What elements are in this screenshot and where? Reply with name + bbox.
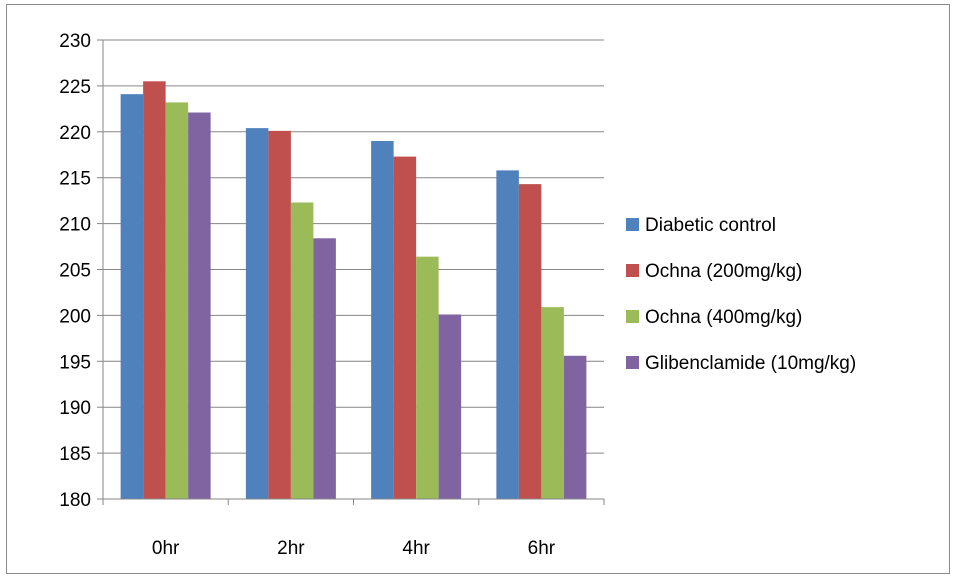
bar-ochna-400mg-kg-6hr bbox=[541, 307, 564, 499]
bar-diabetic-control-4hr bbox=[371, 140, 394, 500]
bar-glibenclamide-10mg-kg-4hr bbox=[438, 314, 462, 499]
bar-ochna-200mg-kg-4hr bbox=[393, 156, 417, 499]
bar-diabetic-control-6hr bbox=[496, 170, 519, 499]
legend-swatch bbox=[626, 356, 639, 369]
bar-glibenclamide-10mg-kg-6hr bbox=[563, 355, 587, 499]
y-tick-label: 210 bbox=[59, 215, 91, 236]
y-tick-label: 195 bbox=[59, 352, 91, 373]
bar-glibenclamide-10mg-kg-2hr bbox=[313, 238, 336, 499]
bar-ochna-400mg-kg-2hr bbox=[290, 202, 314, 499]
bar-ochna-200mg-kg-2hr bbox=[268, 130, 291, 499]
legend-label: Ochna (400mg/kg) bbox=[645, 307, 802, 328]
bar-ochna-400mg-kg-0hr bbox=[165, 102, 189, 499]
bar-ochna-400mg-kg-4hr bbox=[416, 256, 439, 499]
bar-ochna-200mg-kg-6hr bbox=[518, 184, 542, 499]
legend-label: Glibenclamide (10mg/kg) bbox=[645, 353, 856, 374]
legend-swatch bbox=[626, 310, 639, 323]
y-tick-label: 205 bbox=[59, 261, 91, 282]
y-tick-label: 225 bbox=[59, 77, 91, 98]
legend-swatch bbox=[626, 218, 639, 231]
bars bbox=[120, 81, 587, 500]
y-tick-label: 220 bbox=[59, 123, 91, 144]
bar-ochna-200mg-kg-0hr bbox=[143, 81, 166, 499]
legend-label: Ochna (200mg/kg) bbox=[645, 261, 802, 282]
y-tick-label: 180 bbox=[59, 490, 91, 511]
legend-label: Diabetic control bbox=[645, 215, 776, 236]
y-tick-label: 230 bbox=[59, 31, 91, 52]
x-tick-label: 6hr bbox=[528, 538, 556, 559]
axes: 180 185 190 195 200 205 210 215 220 225 230 0hr 2hr 4… bbox=[59, 31, 605, 559]
legend: Diabetic control Ochna (200mg/kg) Ochna (4… bbox=[626, 215, 856, 374]
bar-diabetic-control-0hr bbox=[120, 94, 144, 500]
y-tick-label: 200 bbox=[59, 306, 91, 327]
x-tick-label: 0hr bbox=[152, 538, 180, 559]
y-tick-label: 215 bbox=[59, 169, 91, 190]
x-tick-label: 4hr bbox=[402, 538, 430, 559]
y-tick-label: 185 bbox=[59, 444, 91, 465]
bar-diabetic-control-2hr bbox=[245, 128, 269, 500]
x-tick-label: 2hr bbox=[277, 538, 305, 559]
bar-glibenclamide-10mg-kg-0hr bbox=[188, 112, 211, 499]
y-tick-label: 190 bbox=[59, 398, 91, 419]
legend-swatch bbox=[626, 264, 639, 277]
